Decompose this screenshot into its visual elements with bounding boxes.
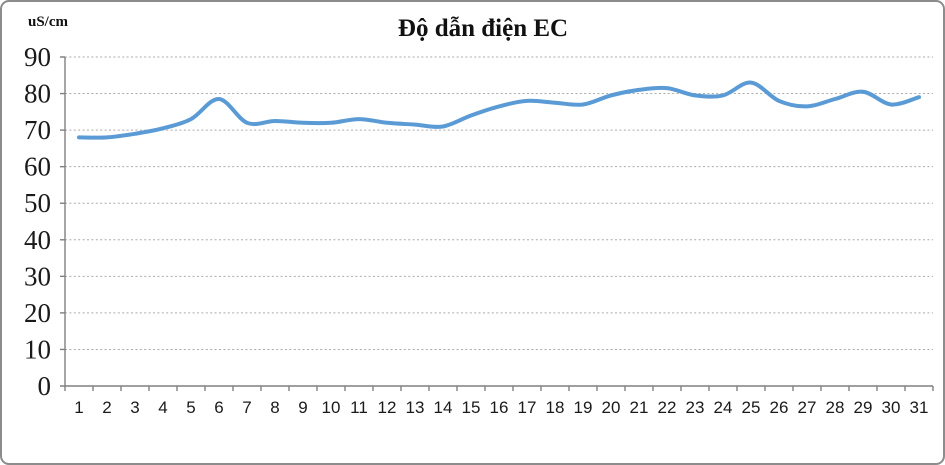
x-tick-label: 2	[102, 398, 111, 417]
x-tick-label: 9	[298, 398, 307, 417]
y-tick-label: 40	[24, 225, 51, 255]
y-tick-label: 30	[24, 261, 51, 291]
y-tick-label: 0	[38, 371, 52, 401]
x-tick-label: 16	[490, 398, 509, 417]
series-line-ec	[77, 80, 921, 140]
x-tick-label: 18	[546, 398, 565, 417]
x-tick-label: 30	[882, 398, 901, 417]
x-tick-label: 28	[826, 398, 845, 417]
x-tick-label: 21	[630, 398, 649, 417]
x-tick-label: 12	[378, 398, 397, 417]
x-tick-label: 4	[158, 398, 167, 417]
x-tick-label: 24	[714, 398, 733, 417]
gridlines	[65, 56, 933, 350]
tick-marks	[60, 56, 934, 391]
x-tick-label: 26	[770, 398, 789, 417]
x-tick-label: 15	[462, 398, 481, 417]
x-tick-label: 14	[434, 398, 453, 417]
y-tick-label: 20	[24, 298, 51, 328]
x-tick-label: 27	[798, 398, 817, 417]
x-tick-label: 3	[130, 398, 139, 417]
y-tick-label: 80	[24, 79, 51, 109]
x-tick-label: 29	[854, 398, 873, 417]
y-axis-unit-label: uS/cm	[28, 14, 69, 30]
x-tick-label: 11	[350, 398, 368, 417]
y-tick-label: 50	[24, 188, 51, 218]
axes	[64, 57, 933, 387]
x-tick-label: 10	[322, 398, 341, 417]
x-tick-label: 19	[574, 398, 593, 417]
x-tick-label: 20	[602, 398, 621, 417]
chart-title: Độ dẫn điện EC	[397, 15, 569, 42]
x-tick-labels: 1 2 3 4 5 6 7 8 9 10 11 12 13 14 15 16 17 18 19 20 21 22 23 24 2…	[74, 398, 928, 417]
y-tick-label: 90	[24, 42, 51, 72]
x-tick-label: 5	[186, 398, 195, 417]
x-tick-label: 6	[214, 398, 223, 417]
y-tick-labels: 0 10 20 30 40 50 60 70 80 90	[24, 42, 51, 401]
x-tick-label: 7	[242, 398, 251, 417]
y-tick-label: 60	[24, 152, 51, 182]
x-tick-label: 31	[910, 398, 929, 417]
x-tick-label: 13	[406, 398, 425, 417]
y-tick-label: 10	[24, 334, 51, 364]
x-tick-label: 8	[270, 398, 279, 417]
x-tick-label: 1	[74, 398, 83, 417]
y-tick-label: 70	[24, 115, 51, 145]
x-tick-label: 17	[518, 398, 537, 417]
x-tick-label: 25	[742, 398, 761, 417]
x-tick-label: 23	[686, 398, 705, 417]
x-tick-label: 22	[658, 398, 677, 417]
